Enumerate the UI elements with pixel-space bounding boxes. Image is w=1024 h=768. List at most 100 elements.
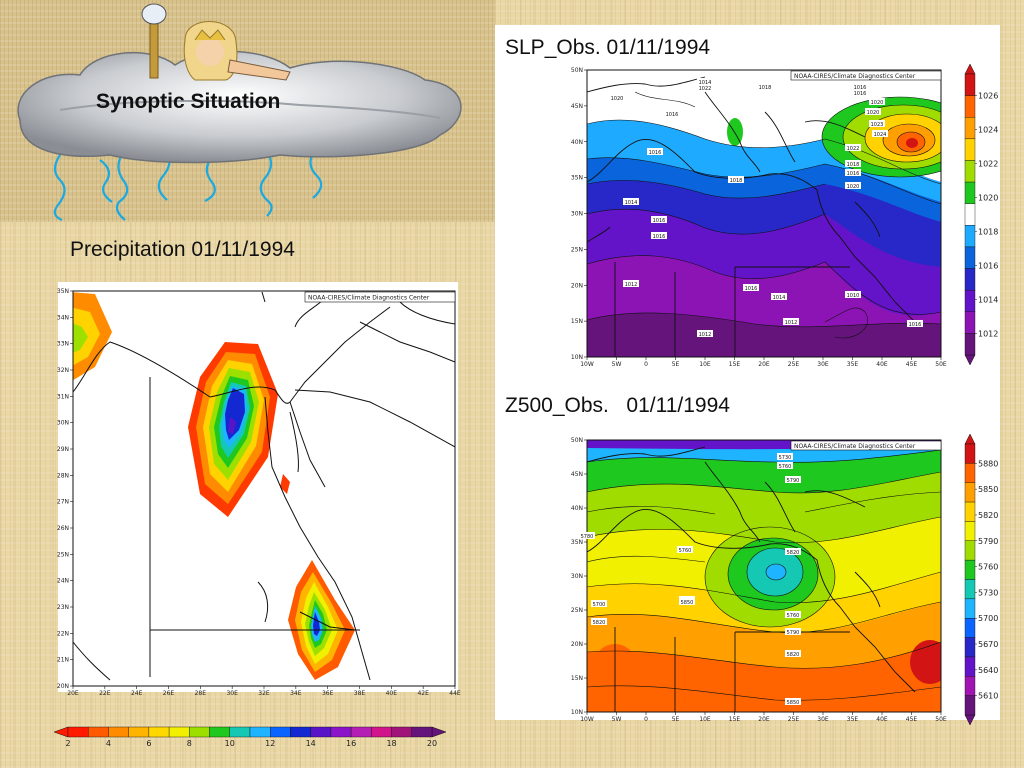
contour-label: 1014	[625, 200, 638, 206]
colorbar-swatch	[964, 579, 976, 600]
contour-label-box	[865, 108, 881, 115]
colorbar-label: 5640	[978, 666, 998, 675]
goddess-figure-icon	[141, 3, 291, 81]
colorbar-swatch	[964, 311, 976, 334]
contour-label: 5790	[787, 478, 800, 484]
precip-blob-nile-delta	[188, 342, 278, 517]
lon-tick-label: 10W	[580, 716, 594, 723]
colorbar-label: 1014	[978, 295, 998, 304]
cloud-shape	[17, 50, 462, 164]
contour-label-box	[845, 182, 861, 189]
lat-tick-label: 50N	[571, 437, 583, 444]
colorbar-swatch	[964, 246, 976, 269]
lon-tick-label: 5E	[672, 361, 680, 368]
colorbar-swatch	[209, 726, 230, 738]
contour-label: 1016	[653, 234, 666, 240]
contour-label: 1016	[653, 218, 666, 224]
slp-green-spot	[727, 118, 743, 146]
slp-credit: NOAA-CIRES/Climate Diagnostics Center	[794, 73, 916, 80]
lat-tick-label: 30N	[571, 211, 583, 218]
lat-tick-label: 34N	[57, 314, 69, 321]
precip-colorbar: 2 4 6 8 10 12 14 16 18 20	[53, 726, 447, 748]
lat-tick-label: 45N	[571, 471, 583, 478]
lat-tick-label: 20N	[571, 282, 583, 289]
lon-tick-label: 15E	[729, 716, 741, 723]
slp-title: SLP_Obs. 01/11/1994	[505, 36, 711, 59]
colorbar-label: 14	[306, 739, 316, 748]
slp-lat-axis: 50N 45N 40N 35N 30N 25N 20N 15N 10N	[571, 67, 587, 361]
contour-label: 1012	[625, 282, 638, 288]
lon-tick-label: 30E	[226, 690, 238, 697]
contour-label-box	[757, 83, 773, 90]
contour-label: 1016	[745, 286, 758, 292]
contour-label: 1012	[785, 320, 798, 326]
contour-label-box	[869, 98, 885, 105]
z500-credit: NOAA-CIRES/Climate Diagnostics Center	[794, 443, 916, 450]
contour-label-box	[785, 548, 801, 555]
z500-credit-box	[790, 440, 942, 451]
lat-tick-label: 33N	[57, 341, 69, 348]
contour-label-box	[677, 546, 693, 553]
contour-label: 1020	[847, 184, 860, 190]
contour-label-box	[783, 318, 799, 325]
contour-label: 1010	[847, 293, 860, 299]
colorbar-label: 5610	[978, 692, 998, 701]
contour-label-box	[845, 169, 861, 176]
contour-label: 5790	[787, 630, 800, 636]
lat-tick-label: 35N	[57, 288, 69, 295]
colorbar-arrow-top	[964, 63, 976, 75]
colorbar-swatch	[270, 726, 291, 738]
colorbar-swatch	[964, 333, 976, 356]
colorbar-label: 5700	[978, 614, 998, 623]
lat-tick-label: 30N	[57, 420, 69, 427]
precip-credit-box	[304, 291, 456, 303]
lon-tick-label: 0	[644, 716, 648, 723]
colorbar-label: 5850	[978, 485, 998, 494]
colorbar-label: 1016	[978, 261, 998, 270]
lat-tick-label: 25N	[571, 607, 583, 614]
colorbar-swatch	[67, 726, 89, 738]
precip-boundaries	[73, 291, 455, 681]
slp-credit-box	[790, 70, 942, 81]
lon-tick-label: 20E	[758, 716, 770, 723]
colorbar-swatch	[964, 559, 976, 580]
contour-label-box	[664, 110, 680, 117]
contour-label: 5760	[779, 464, 792, 470]
slp-coastlines	[587, 76, 916, 357]
lon-tick-label: 45E	[906, 361, 918, 368]
colorbar-label: 18	[386, 739, 396, 748]
lat-tick-label: 45N	[571, 103, 583, 110]
colorbar-swatch	[148, 726, 170, 738]
colorbar-swatch	[964, 181, 976, 204]
colorbar-label: 8	[187, 739, 192, 748]
contour-label: 1016	[854, 91, 867, 97]
colorbar-label: 10	[225, 739, 235, 748]
colorbar-label: 5760	[978, 563, 998, 572]
lon-tick-label: 10W	[580, 361, 594, 368]
contour-label: 1018	[759, 85, 772, 91]
lon-tick-label: 26E	[163, 690, 175, 697]
lat-tick-label: 30N	[571, 573, 583, 580]
colorbar-swatch	[964, 695, 976, 716]
contour-label: 1016	[847, 171, 860, 177]
lat-tick-label: 20N	[57, 683, 69, 690]
lat-tick-label: 35N	[571, 175, 583, 182]
colorbar-label: 1012	[978, 329, 998, 338]
contour-label-box	[623, 198, 639, 205]
colorbar-swatch	[88, 726, 109, 738]
precip-lat-axis: 35N 34N 33N 32N 31N 30N 29N 28N 27N 26N 25N 24N 23N 2…	[57, 288, 73, 690]
colorbar-swatch	[964, 138, 976, 161]
contour-label: 1014	[773, 295, 786, 301]
lat-tick-label: 20N	[571, 641, 583, 648]
colorbar-swatch	[964, 463, 976, 483]
contour-label-box	[651, 232, 667, 239]
lon-tick-label: 30E	[817, 716, 829, 723]
colorbar-swatch	[964, 203, 976, 226]
contour-label-box	[697, 84, 713, 91]
colorbar-label: 6	[146, 739, 151, 748]
z500-title: Z500_Obs. 01/11/1994	[505, 394, 730, 417]
colorbar-swatch	[411, 726, 433, 738]
precip-blob-northwest	[73, 292, 112, 381]
contour-label-box	[852, 89, 868, 96]
